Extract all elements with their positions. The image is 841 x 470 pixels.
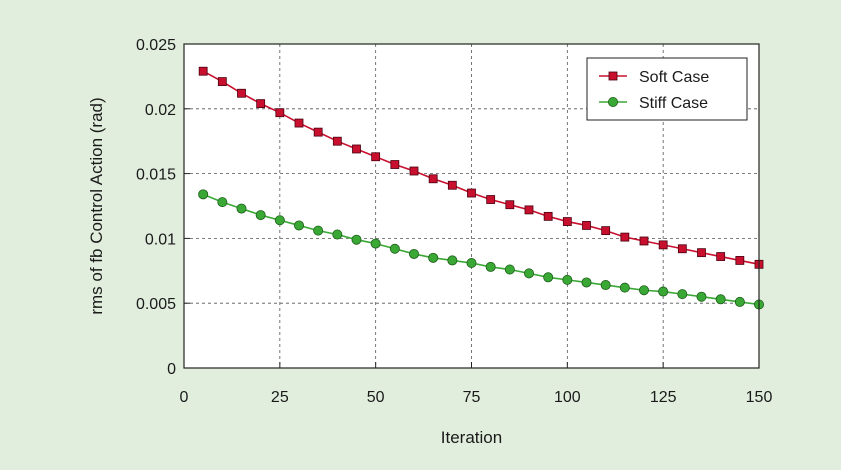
data-point	[716, 252, 726, 261]
data-point	[562, 217, 572, 226]
data-point	[256, 99, 266, 109]
data-point	[313, 127, 323, 137]
data-point	[715, 294, 726, 305]
data-point	[735, 256, 745, 265]
data-point	[600, 280, 611, 291]
data-point	[447, 255, 458, 266]
data-point	[543, 211, 553, 221]
data-point	[658, 240, 668, 250]
series-1	[198, 189, 765, 310]
x-tick-label: 75	[463, 389, 481, 406]
data-point	[332, 229, 343, 240]
data-point	[198, 66, 208, 76]
legend-label: Stiff Case	[639, 95, 708, 112]
data-point	[332, 136, 342, 146]
data-point	[486, 195, 496, 204]
data-point	[236, 203, 247, 214]
data-point	[505, 200, 515, 210]
x-tick-label: 50	[367, 389, 385, 406]
data-point	[389, 243, 400, 254]
data-point	[639, 285, 650, 296]
x-axis-label: Iteration	[441, 428, 502, 447]
data-point	[524, 205, 534, 215]
x-tick-label: 0	[180, 389, 189, 406]
data-point	[255, 210, 266, 221]
y-tick-label: 0.015	[136, 167, 176, 184]
data-point	[294, 118, 304, 128]
data-point	[428, 174, 438, 184]
ticks: 0 25 50 75 100 125 150 0 0.005 0.01 0.015 0.02 0.025	[136, 37, 772, 406]
data-point	[562, 274, 573, 285]
y-axis-label: rms of fb Control Action (rad)	[87, 97, 106, 314]
data-point	[601, 226, 611, 236]
data-point	[543, 272, 554, 283]
legend-label: Soft Case	[639, 69, 709, 86]
data-point	[313, 225, 324, 236]
legend-box	[586, 57, 748, 121]
legend: Soft Case Stiff Case	[586, 57, 748, 121]
data-point	[217, 197, 228, 208]
data-point	[217, 77, 227, 86]
data-point	[351, 234, 362, 245]
grid	[184, 44, 759, 368]
legend-entry: Stiff Case	[599, 95, 708, 112]
data-point	[274, 215, 285, 226]
data-point	[619, 282, 630, 293]
y-tick-label: 0	[167, 361, 176, 378]
data-point	[466, 258, 477, 269]
data-point	[237, 88, 246, 98]
legend-marker	[608, 97, 619, 108]
data-point	[504, 264, 515, 275]
data-point	[371, 152, 381, 162]
data-point	[467, 188, 476, 198]
x-tick-label: 25	[271, 389, 289, 406]
legend-marker	[608, 71, 618, 81]
data-point	[408, 248, 419, 259]
y-tick-label: 0.005	[136, 296, 176, 313]
data-point	[524, 268, 535, 279]
data-point	[582, 221, 591, 230]
data-point	[697, 248, 706, 258]
data-point	[198, 189, 209, 200]
x-tick-label: 125	[650, 389, 677, 406]
data-point	[293, 220, 304, 231]
data-point	[658, 286, 669, 297]
data-point	[696, 291, 707, 302]
data-point	[677, 244, 687, 254]
data-point	[447, 180, 457, 190]
data-point	[485, 261, 496, 272]
y-tick-label: 0.025	[136, 37, 176, 54]
data-point	[677, 289, 688, 300]
data-point	[581, 277, 592, 288]
y-tick-label: 0.01	[145, 231, 176, 248]
data-point	[620, 232, 630, 242]
data-point	[639, 236, 649, 246]
data-point	[370, 238, 381, 249]
data-point	[275, 108, 285, 118]
series-0	[198, 66, 764, 269]
x-tick-label: 150	[746, 389, 773, 406]
data-point	[390, 160, 400, 169]
x-tick-label: 100	[554, 389, 581, 406]
data-point	[409, 166, 419, 176]
data-point	[734, 296, 745, 307]
series-layer	[198, 66, 765, 310]
data-point	[428, 252, 439, 263]
y-tick-label: 0.02	[145, 102, 176, 119]
legend-entry: Soft Case	[599, 69, 709, 86]
data-point	[352, 144, 361, 154]
